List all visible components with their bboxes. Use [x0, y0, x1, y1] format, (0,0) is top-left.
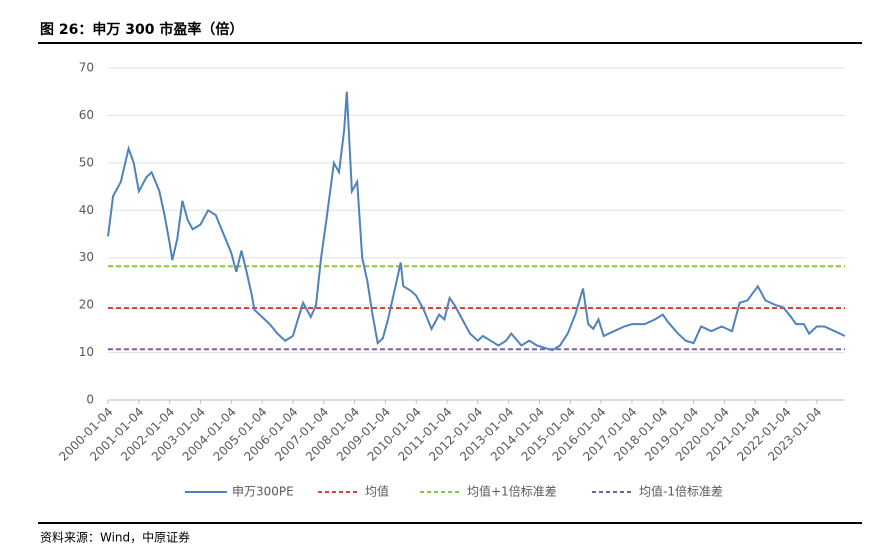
y-tick-label: 50	[79, 155, 94, 169]
data-line	[107, 91, 846, 352]
y-tick-label: 0	[86, 393, 94, 407]
title: 图 26：申万 300 市盈率（倍）	[40, 21, 243, 38]
source: 资料来源：Wind，中原证券	[40, 530, 190, 545]
y-tick-label: 10	[79, 345, 94, 359]
y-tick-label: 40	[79, 203, 94, 217]
y-tick-label: 30	[79, 250, 94, 264]
legend-label: 申万300PE	[232, 485, 294, 499]
y-tick-label: 20	[79, 298, 94, 312]
y-tick-label: 60	[79, 108, 94, 122]
legend-label: 均值-1倍标准差	[639, 484, 723, 499]
y-tick-label: 70	[79, 61, 94, 75]
legend-label: 均值	[365, 484, 389, 499]
legend-label: 均值+1倍标准差	[467, 484, 557, 499]
